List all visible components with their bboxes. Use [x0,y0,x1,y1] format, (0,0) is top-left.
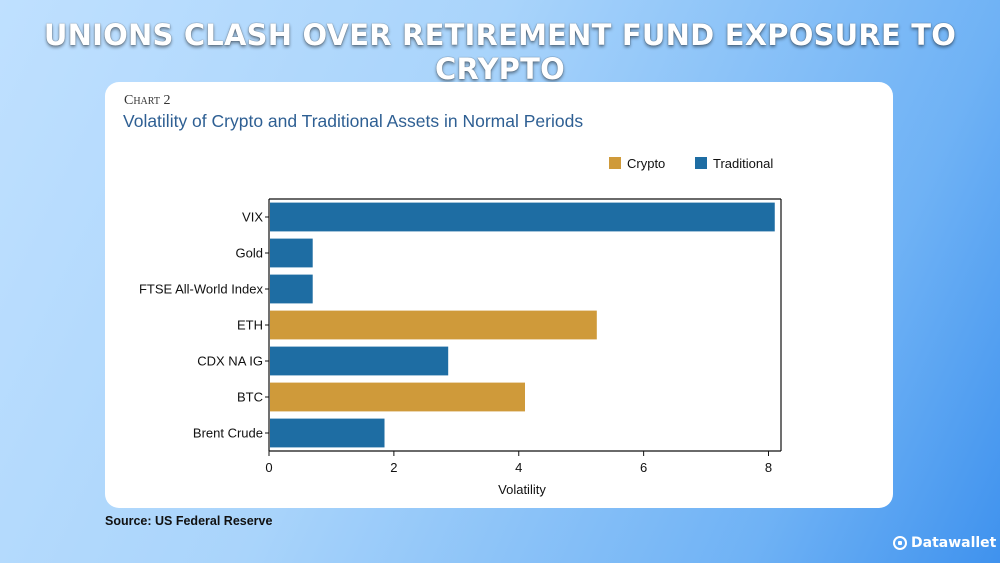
y-tick-label: FTSE All-World Index [139,282,264,297]
brand-name: Datawallet [911,535,997,551]
chart-title: Volatility of Crypto and Traditional Ass… [123,111,584,131]
x-tick-label: 4 [515,460,522,475]
bar-vix [270,202,775,232]
y-tick-label: Gold [236,246,263,261]
x-tick-label: 8 [765,460,772,475]
x-tick-label: 0 [265,460,272,475]
x-axis-label: Volatility [498,482,546,497]
legend-label-crypto: Crypto [627,156,665,171]
chart-number: Chart 2 [124,93,171,108]
y-tick-label: Brent Crude [193,426,263,441]
bar-btc [270,382,525,412]
bar-brent-crude [270,418,385,448]
bar-gold [270,238,313,268]
bar-chart: VIX Gold FTSE All-World Index ETH CDX NA IG B… [139,156,782,497]
y-tick-label: CDX NA IG [197,354,263,369]
x-tick-label: 6 [640,460,647,475]
legend-swatch-traditional [695,157,707,169]
bar-ftse-all-world-index [270,274,313,304]
legend-swatch-crypto [609,157,621,169]
legend-label-traditional: Traditional [713,156,773,171]
datawallet-logo-icon [893,536,907,550]
bar-cdx-na-ig [270,346,449,376]
brand: Datawallet [893,535,996,551]
chart-card: Chart 2 Volatility of Crypto and Traditi… [105,82,893,508]
source-note: Source: US Federal Reserve [105,514,273,528]
x-tick-label: 2 [390,460,397,475]
y-tick-label: VIX [242,210,263,225]
y-tick-label: ETH [237,318,263,333]
headline: UNIONS CLASH OVER RETIREMENT FUND EXPOSU… [43,18,957,86]
y-tick-label: BTC [237,390,263,405]
bar-eth [270,310,597,340]
